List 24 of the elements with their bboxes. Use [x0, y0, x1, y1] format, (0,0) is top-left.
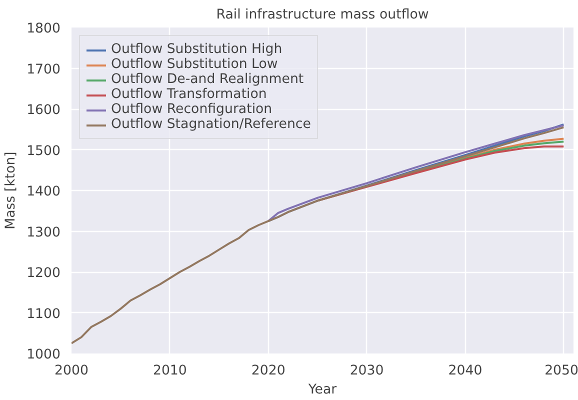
- y-tick-label: 1700: [26, 62, 61, 78]
- y-tick-label: 1000: [26, 348, 61, 362]
- chart-title: Rail infrastructure mass outflow: [216, 8, 429, 22]
- legend-label: Outflow Substitution High: [111, 42, 282, 57]
- y-tick-label: 1600: [26, 103, 61, 118]
- x-tick-label: 2050: [544, 364, 578, 378]
- y-tick-label: 1400: [26, 184, 61, 200]
- y-tick-label: 1300: [26, 225, 61, 240]
- x-tick-label: 2000: [54, 364, 88, 378]
- legend-label: Outflow Transformation: [111, 87, 267, 102]
- x-tick-label: 2040: [448, 364, 482, 378]
- x-tick-label: 2020: [251, 364, 286, 378]
- y-tick-label: 1200: [26, 266, 61, 281]
- legend-label: Outflow Reconfiguration: [111, 102, 272, 117]
- legend-label: Outflow De-and Realignment: [111, 72, 304, 87]
- legend-label: Outflow Substitution Low: [111, 57, 278, 72]
- y-axis-title: Mass [kton]: [4, 152, 19, 230]
- x-axis-title: Year: [307, 382, 338, 398]
- y-tick-label: 1800: [26, 22, 61, 36]
- x-tick-label: 2030: [350, 364, 384, 378]
- y-tick-label: 1500: [26, 144, 61, 159]
- legend-label: Outflow Stagnation/Reference: [111, 117, 311, 132]
- y-tick-label: 1100: [26, 306, 61, 322]
- x-tick-label: 2010: [152, 364, 187, 378]
